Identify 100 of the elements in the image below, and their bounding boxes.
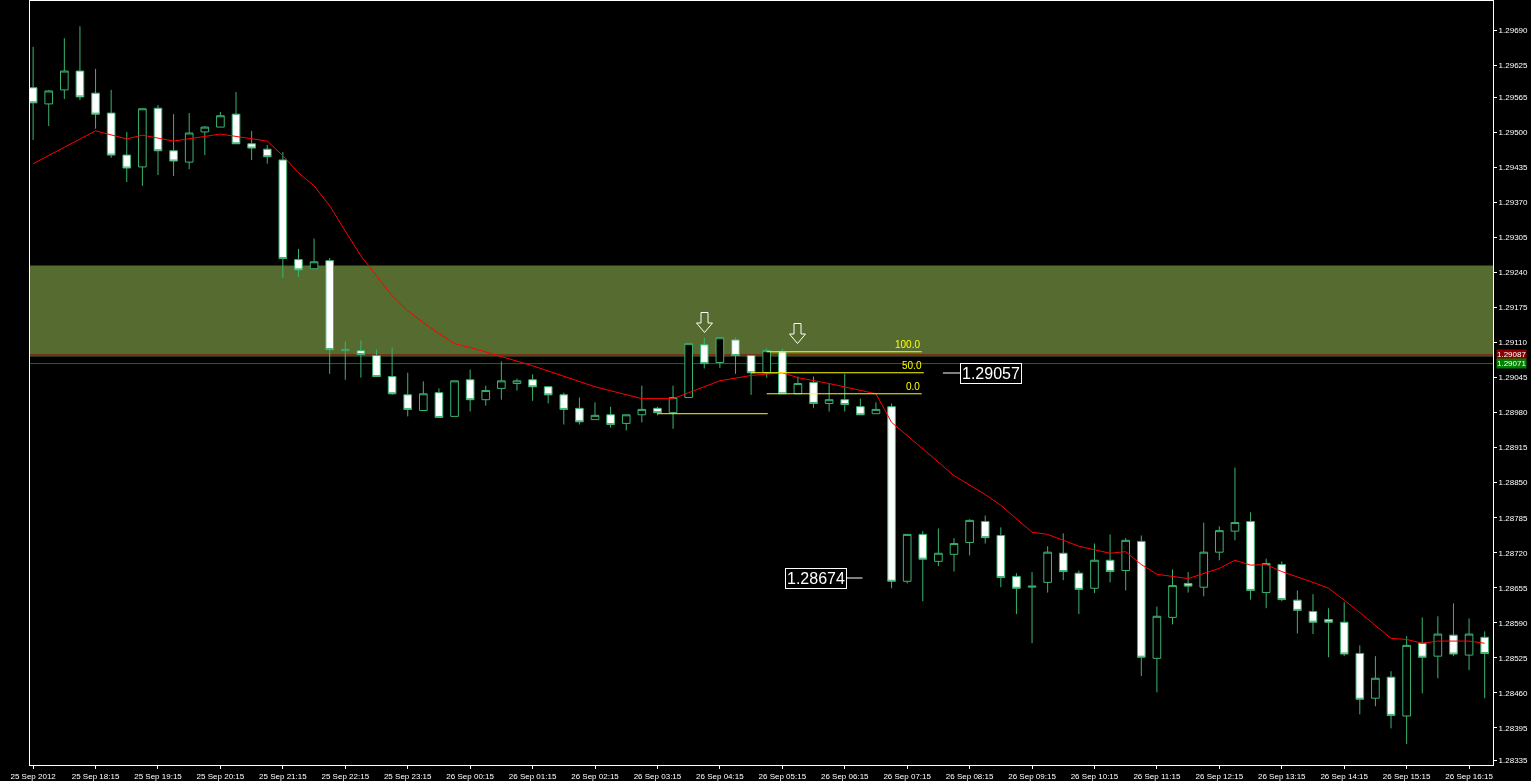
x-tick-label: 26 Sep 13:15 [1257, 771, 1307, 781]
candlestick [1043, 545, 1052, 594]
candlestick [887, 402, 896, 589]
y-tick-label: 1.28395 [1498, 723, 1529, 733]
candlestick [902, 533, 912, 584]
candlestick [1355, 644, 1365, 715]
candlestick [918, 530, 928, 602]
x-tick-label: 26 Sep 16:15 [1445, 771, 1494, 781]
candlestick [653, 406, 662, 416]
y-tick-label: 1.28460 [1498, 688, 1529, 698]
candlestick [559, 392, 569, 425]
x-tick-label: 25 Sep 2012 [10, 771, 57, 781]
candlestick [403, 372, 413, 417]
x-tick-label: 26 Sep 10:15 [1070, 771, 1119, 781]
candlestick [1152, 606, 1162, 693]
candlestick [138, 107, 147, 187]
candlestick [1324, 607, 1333, 658]
y-tick-label: 1.29110 [1498, 338, 1528, 348]
candlestick [699, 337, 709, 369]
y-tick-label: 1.28525 [1498, 653, 1529, 663]
candlestick [1480, 630, 1489, 699]
series-label: 0.0 [906, 381, 921, 392]
candlestick [731, 337, 740, 375]
candlestick [1168, 568, 1177, 625]
candlestick [91, 68, 100, 130]
annotation: 1.28674 [787, 570, 845, 587]
candlestick [325, 257, 334, 375]
y-tick-label: 1.29305 [1498, 233, 1529, 243]
candlestick [450, 380, 459, 417]
candlestick [184, 112, 194, 170]
x-tick-label: 25 Sep 22:15 [321, 771, 370, 781]
x-tick-label: 26 Sep 05:15 [758, 771, 807, 781]
x-tick-label: 25 Sep 20:15 [196, 771, 245, 781]
candlestick [1293, 589, 1302, 635]
candlestick [434, 387, 444, 418]
candlestick [1074, 570, 1084, 615]
candlestick [1277, 560, 1287, 602]
candlestick [871, 401, 881, 415]
candlestick [247, 130, 256, 161]
y-tick-label: 1.28590 [1498, 618, 1529, 628]
candlestick [1027, 571, 1037, 644]
y-tick-label: 1.28915 [1498, 443, 1529, 453]
candlestick [106, 89, 116, 159]
candlestick [75, 25, 85, 101]
y-tick-label: 1.28335 [1498, 755, 1529, 765]
series-label: 50.0 [902, 360, 922, 371]
ref-line-label: 1.29071 [1497, 359, 1527, 368]
candlestick [465, 369, 475, 413]
candlestick [278, 151, 288, 279]
candlestick [200, 125, 210, 156]
x-tick-label: 25 Sep 19:15 [134, 771, 183, 781]
x-tick-label: 26 Sep 08:15 [945, 771, 994, 781]
candlestick [1058, 532, 1068, 581]
candlestick [715, 337, 725, 369]
x-tick-label: 26 Sep 06:15 [820, 771, 870, 781]
candlestick [153, 104, 163, 176]
x-tick-label: 26 Sep 15:15 [1382, 771, 1431, 781]
candlestick [575, 397, 584, 425]
candlestick [1012, 572, 1021, 615]
candlestick [356, 339, 366, 379]
candlestick [372, 349, 381, 378]
ref-line-label: 1.29087 [1497, 350, 1527, 359]
candlestick [528, 373, 537, 402]
candlestick [543, 386, 553, 404]
x-tick-label: 26 Sep 14:15 [1320, 771, 1369, 781]
x-tick-label: 25 Sep 18:15 [71, 771, 120, 781]
candlestick [668, 385, 678, 430]
line-series [32, 130, 1486, 644]
candlestick [44, 89, 54, 127]
candlestick [1261, 558, 1271, 609]
series-label: 100.0 [895, 339, 921, 350]
candlestick [949, 537, 959, 573]
candlestick [419, 380, 428, 411]
candlestick [122, 131, 132, 183]
x-tick-label: 25 Sep 23:15 [383, 771, 433, 781]
candlestick [606, 406, 615, 429]
candlestick [1121, 537, 1131, 591]
y-tick-label: 1.29500 [1498, 128, 1529, 138]
candlestick [746, 355, 756, 396]
candlestick [980, 515, 990, 545]
x-tick-label: 26 Sep 03:15 [633, 771, 682, 781]
x-tick-label: 26 Sep 04:15 [696, 771, 745, 781]
candlestick [481, 385, 491, 407]
y-tick-label: 1.28655 [1498, 583, 1529, 593]
candlestick [996, 526, 1006, 588]
candlestick [169, 113, 178, 177]
candlestick [1339, 601, 1349, 657]
candlestick [1371, 655, 1380, 707]
x-tick-label: 25 Sep 21:15 [259, 771, 308, 781]
candlestick [262, 144, 272, 165]
candlestick [1464, 617, 1474, 671]
candlestick [1308, 593, 1318, 635]
candlestick [1199, 522, 1209, 597]
y-tick-label: 1.29175 [1498, 303, 1529, 313]
candlestick [762, 348, 772, 379]
candlestick [965, 518, 974, 556]
candlestick [1417, 616, 1427, 694]
annotation: 1.29057 [962, 365, 1020, 382]
candlestick [1246, 511, 1255, 601]
candlestick [497, 360, 506, 401]
